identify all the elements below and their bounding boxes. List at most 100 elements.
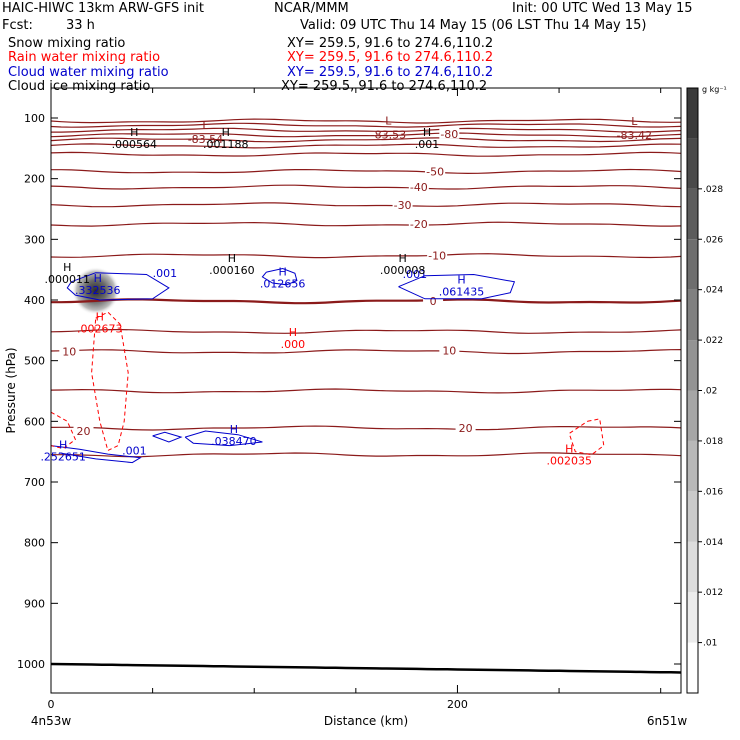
y-tick-label: 900 (24, 597, 45, 610)
x-axis-label: Distance (km) (324, 714, 408, 728)
org-label: NCAR/MMM (274, 1, 349, 16)
colorbar-segment (687, 188, 698, 240)
temperature-contour-label: 10 (442, 344, 456, 357)
temperature-contour-label: -40 (410, 181, 428, 194)
x-start-location: 4n53w (31, 714, 72, 728)
legend-label-snow: Snow mixing ratio (8, 36, 126, 51)
fcst-value: 33 h (66, 18, 95, 33)
temperature-label-bg (425, 165, 446, 177)
temperature-contour (50, 388, 682, 394)
snow-max-marker: H (63, 261, 71, 274)
shaded-cloud-core (71, 266, 120, 315)
snow-max-value: .000008 (380, 264, 426, 277)
colorbar-segment (687, 592, 698, 643)
colorbar-segment (687, 289, 698, 341)
x-tick-label: 0 (48, 698, 55, 711)
rain-water-contour (91, 311, 129, 452)
cloud-water-max-value: .252651 (40, 450, 86, 463)
temperature-contour-label: 10 (62, 346, 76, 359)
temperature-label-bg (423, 295, 444, 307)
x-end-location: 6n51w (647, 714, 688, 728)
terrain-line (50, 662, 682, 674)
colorbar-tick-label: .014 (703, 538, 723, 548)
temperature-contour (50, 122, 682, 128)
temperature-contour (50, 132, 682, 138)
cloud-water-max-marker: H (94, 272, 102, 285)
colorbar-tick-label: .026 (703, 235, 723, 245)
temperature-contour (50, 184, 682, 190)
colorbar-tick-label: .01 (703, 639, 717, 649)
plot-area: -80-60-50-40-30-20-10010102020L-83.54L-8… (40, 114, 682, 674)
rain-max-marker: H (96, 310, 104, 323)
colorbar-segment (687, 491, 698, 542)
colorbar-tick-label: .02 (703, 387, 717, 397)
y-tick-label: 800 (24, 537, 45, 550)
snow-max-value: .001188 (203, 138, 249, 151)
colorbar-segment (687, 642, 698, 693)
snow-max-value: .000011 (45, 273, 91, 286)
temperature-contour-label: 20 (459, 422, 473, 435)
legend-label-cloud-water: Cloud water mixing ratio (8, 65, 169, 80)
colorbar-tick-label: .022 (703, 336, 723, 346)
cloud-water-max-marker: H (230, 423, 238, 436)
temperature-contour (51, 298, 682, 305)
fcst-label: Fcst: (2, 18, 33, 33)
cloud-water-max-value: .012656 (260, 277, 306, 290)
temperature-min-value: -83.54 (188, 133, 223, 146)
temperature-min-value: -83.53 (371, 128, 406, 141)
cloud-water-max-value: .061435 (439, 285, 485, 298)
init-time: Init: 00 UTC Wed 13 May 15 (512, 1, 693, 16)
y-tick-label: 400 (24, 294, 45, 307)
cloud-water-max-marker: H (59, 438, 67, 451)
temperature-contour (50, 221, 682, 227)
temperature-contour (50, 329, 682, 334)
colorbar-segment (687, 541, 698, 593)
temperature-contour (50, 253, 682, 259)
cloud-water-contour (184, 430, 263, 447)
snow-max-marker: H (423, 126, 431, 139)
temperature-label-bg (408, 218, 429, 230)
temperature-min-value: -83.42 (617, 129, 652, 142)
colorbar-segment (687, 390, 698, 441)
temperature-label-bg (455, 422, 476, 434)
temperature-contour-label: 20 (77, 425, 91, 438)
cloud-water-contour (261, 267, 298, 286)
colorbar-segment (687, 239, 698, 290)
cloud-water-max-marker: H (279, 265, 287, 278)
snow-max-marker: H (228, 252, 236, 265)
rain-water-contour (568, 418, 605, 456)
cloud-water-contour (398, 273, 516, 300)
temperature-min-marker: L (385, 114, 392, 127)
rain-water-contour (50, 411, 77, 450)
temperature-contour (50, 137, 682, 143)
temperature-contour-label: -50 (426, 165, 444, 178)
rain-max-marker: H (565, 443, 573, 456)
rain-max-value: .002673 (77, 322, 123, 335)
temperature-contour (50, 425, 682, 431)
snow-max-marker: H (130, 126, 138, 139)
rain-max-value: .000 (281, 338, 306, 351)
temperature-contour-label: -20 (410, 218, 428, 231)
temperature-contour (50, 151, 682, 157)
temperature-label-bg (439, 127, 460, 139)
model-title: HAIC-HIWC 13km ARW-GFS init (2, 1, 204, 16)
legend-xy-rain: XY= 259.5, 91.6 to 274.6,110.2 (287, 50, 494, 65)
temperature-contour-label: 0 (430, 295, 437, 308)
snow-max-value: .000160 (209, 264, 255, 277)
cloud-water-contour (152, 431, 183, 443)
cloud-water-max-value: .038470 (211, 435, 257, 448)
temperature-label-bg (73, 425, 94, 437)
colorbar-segment (687, 88, 698, 139)
colorbar-units: g kg⁻¹ (702, 85, 727, 94)
temperature-contour (51, 127, 682, 133)
temperature-label-bg (392, 198, 413, 210)
cloud-water-contour (66, 272, 170, 301)
colorbar-tick-label: .024 (703, 286, 723, 296)
temperature-contour (51, 452, 682, 458)
colorbar-segment (687, 440, 698, 492)
y-tick-label: 200 (24, 173, 45, 186)
temperature-label-bg (427, 249, 448, 261)
rain-max-marker: H (289, 326, 297, 339)
y-axis-label: Pressure (hPa) (4, 347, 18, 433)
cloud-water-contour-label: .001 (153, 267, 178, 280)
